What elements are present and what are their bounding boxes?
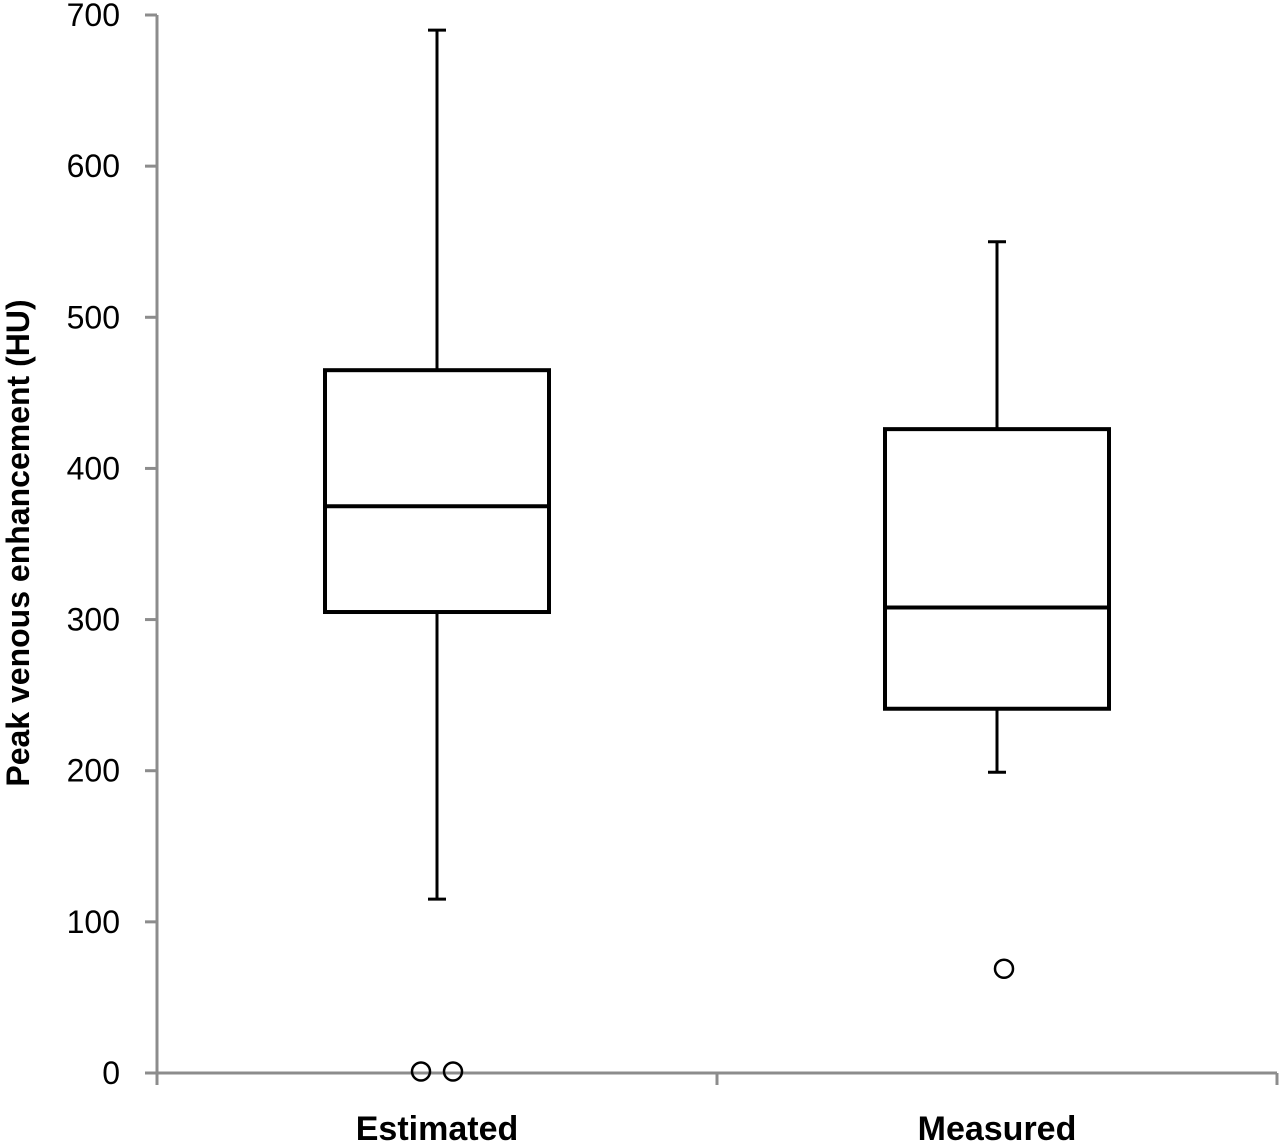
box-iqr — [323, 368, 551, 615]
y-tick-label: 200 — [67, 753, 120, 789]
y-tick-label: 700 — [67, 0, 120, 33]
x-axis-ticks — [155, 1073, 1279, 1085]
y-tick-label: 300 — [67, 602, 120, 638]
box-estimated — [323, 28, 551, 1082]
category-label: Measured — [918, 1110, 1077, 1142]
outlier-point — [993, 958, 1015, 979]
y-tick-label: 400 — [67, 450, 120, 486]
y-tick-label: 500 — [67, 299, 120, 335]
y-tick-label: 600 — [67, 148, 120, 184]
category-labels: Estimated Measured — [356, 1110, 1077, 1142]
y-axis-title: Peak venous enhancement (HU) — [0, 299, 36, 786]
outlier-point — [410, 1061, 432, 1082]
box-iqr — [883, 427, 1111, 711]
y-tick-label: 100 — [67, 904, 120, 940]
boxes — [323, 28, 1111, 1082]
y-axis-ticks: 0 100 200 300 400 500 600 700 — [67, 0, 157, 1091]
box-measured — [883, 240, 1111, 979]
outlier-point — [442, 1061, 464, 1082]
category-label: Estimated — [356, 1110, 519, 1142]
y-tick-label: 0 — [102, 1055, 120, 1091]
